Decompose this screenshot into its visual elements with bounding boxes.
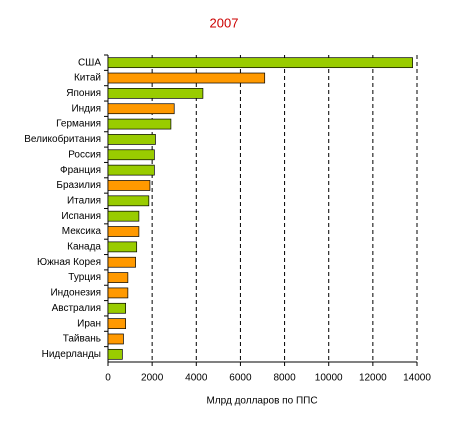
x-tick-label: 10000 bbox=[315, 373, 343, 384]
bar bbox=[107, 302, 127, 314]
bar bbox=[107, 256, 136, 268]
y-tick-label: Россия bbox=[68, 149, 101, 160]
bar bbox=[107, 149, 155, 161]
bar bbox=[107, 272, 129, 283]
y-tick-label: Франция bbox=[60, 165, 101, 176]
bar bbox=[107, 72, 266, 84]
bar bbox=[107, 57, 413, 69]
y-tick-label: Германия bbox=[56, 119, 101, 130]
bar bbox=[107, 88, 204, 99]
y-tick-label: Турция bbox=[68, 272, 101, 283]
y-tick-label: Индонезия bbox=[50, 288, 101, 299]
bar bbox=[107, 348, 123, 360]
x-axis-label: Млрд долларов по ППС bbox=[206, 396, 317, 407]
x-tick-label: 2000 bbox=[141, 373, 164, 384]
bar bbox=[107, 318, 127, 329]
y-tick-label: Италия bbox=[67, 195, 101, 206]
bar bbox=[107, 333, 124, 345]
y-tick-label: Канада bbox=[67, 242, 101, 253]
y-tick-label: Мексика bbox=[62, 226, 102, 237]
y-tick-label: Иран bbox=[77, 318, 101, 329]
x-tick-label: 12000 bbox=[359, 373, 387, 384]
x-tick-label: 0 bbox=[105, 373, 111, 384]
y-tick-label: Индия bbox=[71, 103, 101, 114]
y-tick-label: Нидерланды bbox=[42, 349, 101, 360]
x-tick-label: 4000 bbox=[185, 373, 208, 384]
bar bbox=[107, 180, 151, 191]
chart-title: 2007 bbox=[210, 15, 239, 30]
bar bbox=[107, 103, 175, 115]
bar bbox=[107, 226, 140, 237]
y-tick-label: Китай bbox=[74, 73, 101, 84]
bar bbox=[107, 210, 140, 222]
bar bbox=[107, 241, 138, 253]
bar bbox=[107, 134, 156, 145]
bar bbox=[107, 287, 129, 299]
y-tick-label: Япония bbox=[66, 88, 101, 99]
bar bbox=[107, 164, 155, 176]
bar bbox=[107, 118, 172, 130]
x-tick-label: 6000 bbox=[229, 373, 252, 384]
x-tick-label: 14000 bbox=[403, 373, 431, 384]
bar bbox=[107, 195, 150, 207]
y-tick-label: Бразилия bbox=[56, 180, 101, 191]
y-tick-label: США bbox=[78, 57, 101, 68]
y-tick-label: Южная Корея bbox=[37, 257, 101, 268]
y-tick-label: Великобритания bbox=[24, 133, 101, 145]
y-tick-label: Испания bbox=[61, 211, 101, 222]
y-tick-label: Австралия bbox=[52, 303, 101, 314]
x-tick-label: 8000 bbox=[273, 373, 296, 384]
y-tick-label: Тайвань bbox=[63, 334, 101, 345]
